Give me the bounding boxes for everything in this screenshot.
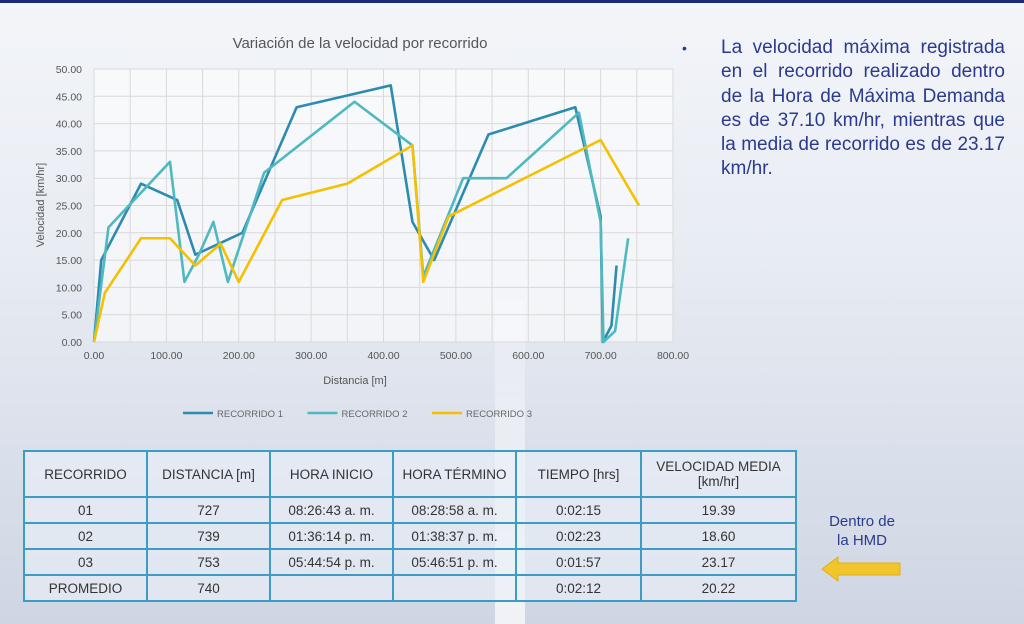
x-tick-label: 600.00 <box>512 350 544 362</box>
table-cell <box>269 574 394 602</box>
x-tick-label: 100.00 <box>150 350 182 362</box>
arrow-left-icon <box>821 556 901 582</box>
table-cell: 20.22 <box>640 574 797 602</box>
table-row: 01 727 08:26:43 a. m. 08:28:58 a. m. 0:02:15… <box>23 496 797 524</box>
header-hora-inicio: HORA INICIO <box>269 450 394 498</box>
table-cell: 18.60 <box>640 522 797 550</box>
table-row: 03 753 05:44:54 p. m. 05:46:51 p. m. 0:01:57… <box>23 548 797 576</box>
table-cell: 739 <box>146 522 271 550</box>
legend-label: RECORRIDO 3 <box>466 409 532 420</box>
chart-grid <box>93 68 674 343</box>
y-tick-label: 35.00 <box>56 146 82 158</box>
x-tick-label: 500.00 <box>440 350 472 362</box>
y-tick-label: 40.00 <box>56 119 82 131</box>
x-tick-label: 700.00 <box>585 350 617 362</box>
chart-ticks: 0.00 100.00 200.00 300.00 400.00 500.00 600.00… <box>56 64 689 362</box>
table-cell: 740 <box>146 574 271 602</box>
series-line-recorrido-3 <box>92 138 641 343</box>
title-bar <box>0 0 1024 3</box>
x-axis-label: Distancia [m] <box>323 375 387 387</box>
table-cell: 23.17 <box>640 548 797 576</box>
header-distancia: DISTANCIA [m] <box>146 450 271 498</box>
table-row: PROMEDIO 740 0:02:12 20.22 <box>23 574 797 602</box>
table-cell: 19.39 <box>640 496 797 524</box>
table-cell: 0:02:15 <box>515 496 642 524</box>
legend-label: RECORRIDO 1 <box>217 409 283 420</box>
table-cell: 0:01:57 <box>515 548 642 576</box>
y-tick-label: 50.00 <box>56 64 82 76</box>
table-cell: 0:02:23 <box>515 522 642 550</box>
y-tick-label: 45.00 <box>56 91 82 103</box>
header-recorrido: RECORRIDO <box>23 450 148 498</box>
table-row: 02 739 01:36:14 p. m. 01:38:37 p. m. 0:02:23… <box>23 522 797 550</box>
y-tick-label: 10.00 <box>56 282 82 294</box>
table-cell: 08:28:58 a. m. <box>392 496 517 524</box>
table-cell: 05:44:54 p. m. <box>269 548 394 576</box>
legend-label: RECORRIDO 2 <box>342 409 408 420</box>
y-tick-label: 5.00 <box>62 310 83 322</box>
table-header-row: RECORRIDO DISTANCIA [m] HORA INICIO HORA… <box>23 450 797 498</box>
x-tick-label: 400.00 <box>367 350 399 362</box>
table-cell: 0:02:12 <box>515 574 642 602</box>
table-cell: 01:38:37 p. m. <box>392 522 517 550</box>
x-tick-label: 0.00 <box>84 350 105 362</box>
chart-legend: RECORRIDO 1 RECORRIDO 2 RECORRIDO 3 <box>183 409 532 420</box>
y-tick-label: 25.00 <box>56 201 82 213</box>
table-cell: 03 <box>23 548 148 576</box>
table-cell: PROMEDIO <box>23 574 148 602</box>
y-tick-label: 20.00 <box>56 228 82 240</box>
header-hora-termino: HORA TÉRMINO <box>392 450 517 498</box>
hmd-callout-line-2: la HMD <box>836 532 887 549</box>
chart-title: Variación de la velocidad por recorrido <box>233 35 488 52</box>
y-tick-label: 30.00 <box>56 173 82 185</box>
chart-lines <box>92 84 641 344</box>
table-cell: 02 <box>23 522 148 550</box>
table-cell: 05:46:51 p. m. <box>392 548 517 576</box>
table-cell: 01 <box>23 496 148 524</box>
x-tick-label: 800.00 <box>657 350 689 362</box>
trips-table: RECORRIDO DISTANCIA [m] HORA INICIO HORA… <box>23 450 797 602</box>
header-velocidad-media: VELOCIDAD MEDIA [km/hr] <box>640 450 797 498</box>
table-cell: 08:26:43 a. m. <box>269 496 394 524</box>
table-cell: 727 <box>146 496 271 524</box>
bullet-icon: • <box>682 40 687 56</box>
summary-text: La velocidad máxima registrada en el rec… <box>721 37 1005 180</box>
y-tick-label: 0.00 <box>62 337 83 349</box>
y-axis-label: Velocidad [km/hr] <box>35 163 47 247</box>
series-line-recorrido-2 <box>92 100 630 344</box>
x-tick-label: 200.00 <box>223 350 255 362</box>
table-cell: 01:36:14 p. m. <box>269 522 394 550</box>
x-tick-label: 300.00 <box>295 350 327 362</box>
table-cell: 753 <box>146 548 271 576</box>
hmd-callout: Dentro de la HMD <box>812 512 912 550</box>
hmd-callout-line-1: Dentro de <box>829 513 895 530</box>
speed-chart: Variación de la velocidad por recorrido … <box>35 35 689 420</box>
header-tiempo: TIEMPO [hrs] <box>515 450 642 498</box>
y-tick-label: 15.00 <box>56 255 82 267</box>
table-cell <box>392 574 517 602</box>
summary-bullet: • La velocidad máxima registrada en el r… <box>682 36 1005 182</box>
